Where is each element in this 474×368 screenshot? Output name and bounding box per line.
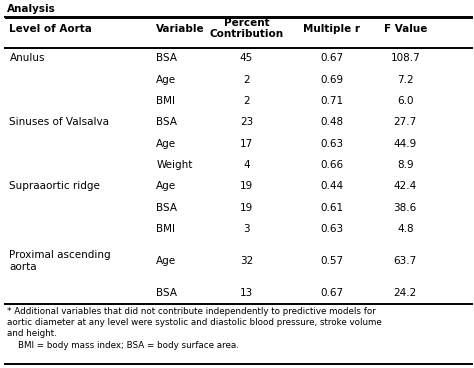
Text: 32: 32 [240, 256, 253, 266]
Text: 0.57: 0.57 [320, 256, 343, 266]
Text: 0.63: 0.63 [320, 224, 343, 234]
Text: 13: 13 [240, 288, 253, 298]
Text: 108.7: 108.7 [391, 53, 420, 64]
Text: 19: 19 [240, 181, 253, 191]
Text: 42.4: 42.4 [393, 181, 417, 191]
Text: 8.9: 8.9 [397, 160, 414, 170]
Text: 0.69: 0.69 [320, 75, 343, 85]
Text: 3: 3 [243, 224, 250, 234]
Text: 0.71: 0.71 [320, 96, 343, 106]
Text: 2: 2 [243, 96, 250, 106]
Text: Percent
Contribution: Percent Contribution [210, 18, 283, 39]
Text: 0.48: 0.48 [320, 117, 343, 127]
Text: 0.67: 0.67 [320, 53, 343, 64]
Text: 6.0: 6.0 [397, 96, 413, 106]
Text: 4.8: 4.8 [397, 224, 414, 234]
Text: 27.7: 27.7 [393, 117, 417, 127]
Text: Age: Age [156, 75, 176, 85]
Text: BSA: BSA [156, 117, 177, 127]
Text: Analysis: Analysis [7, 4, 56, 14]
Text: BSA: BSA [156, 203, 177, 213]
Text: 63.7: 63.7 [393, 256, 417, 266]
Text: Multiple r: Multiple r [303, 24, 360, 33]
Text: 38.6: 38.6 [393, 203, 417, 213]
Text: 44.9: 44.9 [393, 139, 417, 149]
Text: Supraaortic ridge: Supraaortic ridge [9, 181, 100, 191]
Text: 17: 17 [240, 139, 253, 149]
Text: Age: Age [156, 256, 176, 266]
Text: 0.66: 0.66 [320, 160, 343, 170]
Text: Level of Aorta: Level of Aorta [9, 24, 92, 33]
Text: Sinuses of Valsalva: Sinuses of Valsalva [9, 117, 109, 127]
Text: Anulus: Anulus [9, 53, 45, 64]
Text: 24.2: 24.2 [393, 288, 417, 298]
Text: * Additional variables that did not contribute independently to predictive model: * Additional variables that did not cont… [7, 307, 382, 350]
Text: Weight: Weight [156, 160, 193, 170]
Text: 19: 19 [240, 203, 253, 213]
Text: BSA: BSA [156, 53, 177, 64]
Text: Variable: Variable [156, 24, 205, 33]
Text: 4: 4 [243, 160, 250, 170]
Text: Age: Age [156, 181, 176, 191]
Text: 0.63: 0.63 [320, 139, 343, 149]
Text: 7.2: 7.2 [397, 75, 414, 85]
Text: F Value: F Value [383, 24, 427, 33]
Text: Proximal ascending
aorta: Proximal ascending aorta [9, 250, 111, 272]
Text: 0.44: 0.44 [320, 181, 343, 191]
Text: 0.61: 0.61 [320, 203, 343, 213]
Text: 2: 2 [243, 75, 250, 85]
Text: BSA: BSA [156, 288, 177, 298]
Text: BMI: BMI [156, 224, 175, 234]
Text: Age: Age [156, 139, 176, 149]
Text: BMI: BMI [156, 96, 175, 106]
Text: 45: 45 [240, 53, 253, 64]
Text: 23: 23 [240, 117, 253, 127]
Text: 0.67: 0.67 [320, 288, 343, 298]
